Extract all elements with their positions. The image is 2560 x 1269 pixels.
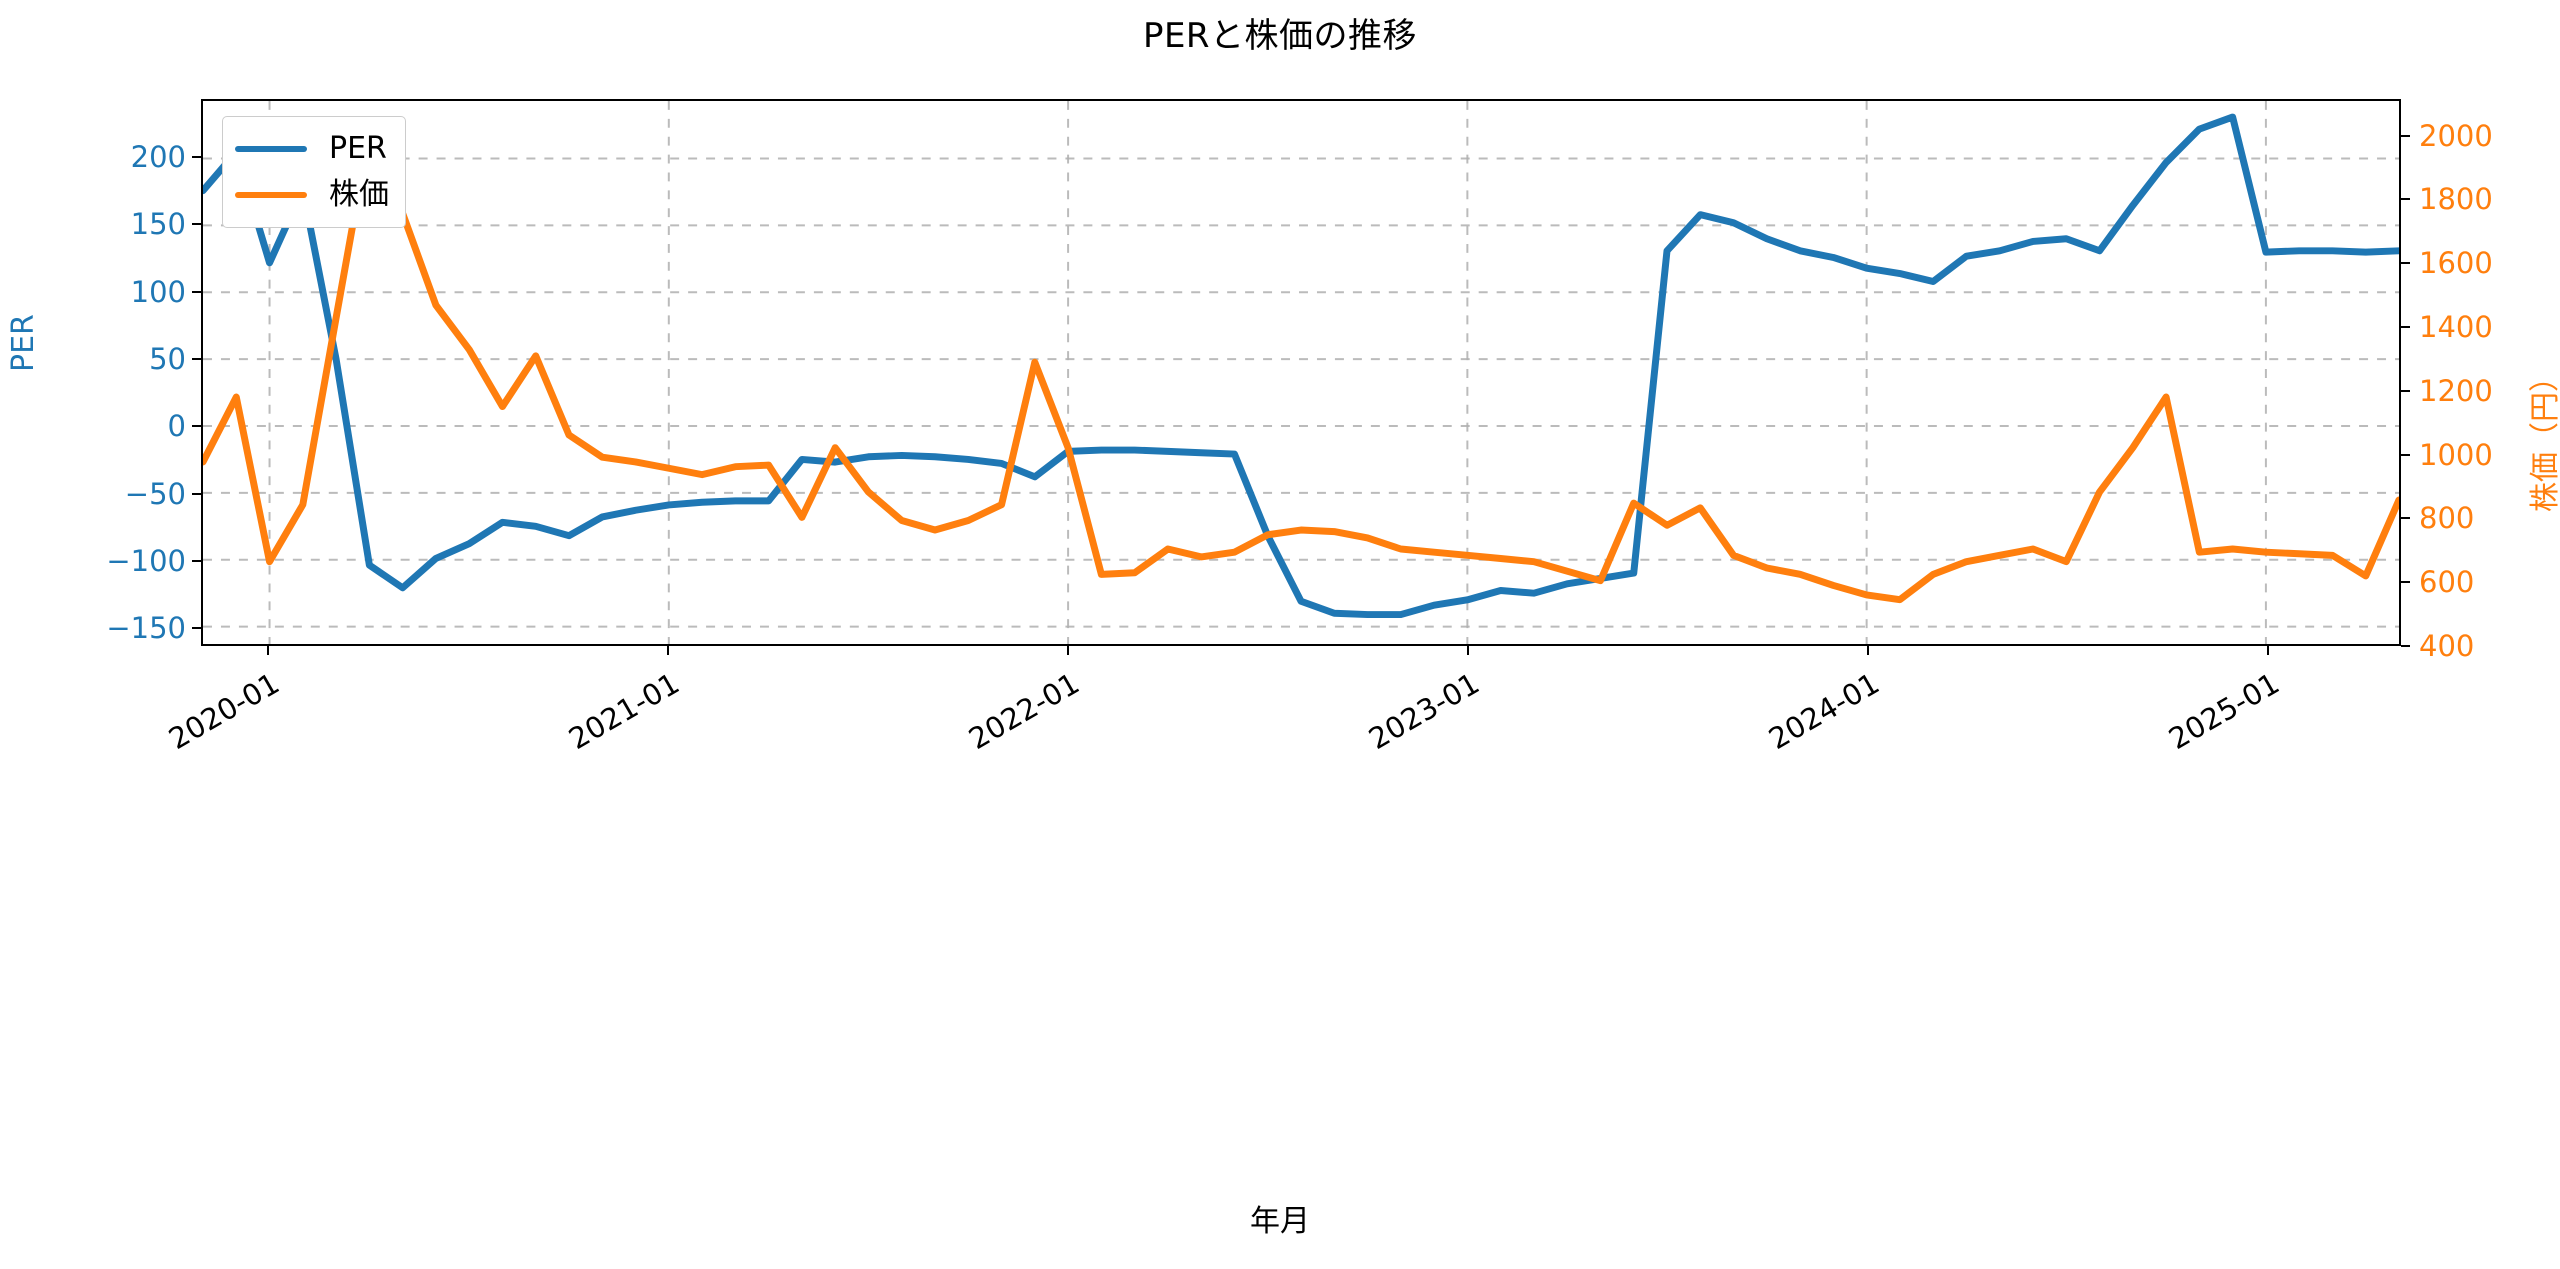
y-axis-right-tick-mark: [2401, 134, 2410, 137]
x-axis-label: 年月: [1250, 1204, 1310, 1239]
y-axis-left-tick-mark: [192, 560, 201, 563]
y-axis-right-tick-label: 1600: [2419, 246, 2493, 281]
x-axis-tick-mark: [1466, 646, 1469, 655]
y-axis-left-tick-mark: [192, 155, 201, 158]
y-axis-right-tick-label: 1400: [2419, 310, 2493, 345]
y-axis-left-tick-label: 200: [130, 139, 186, 174]
y-axis-left-tick-label: −50: [124, 476, 186, 511]
y-axis-right-tick-mark: [2401, 517, 2410, 520]
y-axis-left-tick-label: −100: [106, 544, 186, 579]
y-axis-left-label: PER: [6, 314, 41, 372]
y-axis-right-tick-label: 600: [2419, 565, 2475, 600]
y-axis-left-tick-label: 50: [149, 342, 186, 377]
y-axis-right-tick-label: 1000: [2419, 437, 2493, 472]
legend-label-kabuka: 株価: [329, 177, 389, 212]
y-axis-left-tick-mark: [192, 290, 201, 293]
x-axis-tick-label: 2024-01: [1762, 666, 1885, 757]
y-axis-right-tick-label: 800: [2419, 501, 2475, 536]
y-axis-right-label: 株価（円）: [2528, 362, 2560, 512]
y-axis-right-tick-mark: [2401, 453, 2410, 456]
y-axis-right-tick-mark: [2401, 198, 2410, 201]
y-axis-right-tick-label: 2000: [2419, 118, 2493, 153]
legend-swatch-per: [235, 146, 307, 152]
legend-label-per: PER: [329, 131, 387, 166]
y-axis-left-tick-mark: [192, 425, 201, 428]
x-axis-tick-label: 2025-01: [2162, 666, 2285, 757]
y-axis-left-tick-mark: [192, 627, 201, 630]
y-axis-right-tick-mark: [2401, 389, 2410, 392]
chart-title: PERと株価の推移: [1142, 16, 1418, 56]
plot-area: [201, 99, 2401, 646]
y-axis-right-tick-label: 1200: [2419, 373, 2493, 408]
legend-item-per[interactable]: PER: [235, 126, 389, 172]
x-axis-tick-label: 2021-01: [562, 666, 685, 757]
x-axis-tick-label: 2022-01: [962, 666, 1085, 757]
y-axis-right-tick-label: 400: [2419, 629, 2475, 663]
legend-item-kabuka[interactable]: 株価: [235, 172, 389, 218]
y-axis-left-tick-mark: [192, 358, 201, 361]
y-axis-left-tick-label: −150: [106, 611, 186, 646]
y-axis-left-tick-label: 0: [167, 409, 186, 444]
legend: PER 株価: [222, 116, 406, 228]
data-lines: [203, 113, 2399, 619]
x-axis-tick-label: 2023-01: [1362, 666, 1485, 757]
x-axis-tick-mark: [266, 646, 269, 655]
y-axis-right-tick-mark: [2401, 645, 2410, 647]
y-axis-right-tick-mark: [2401, 262, 2410, 265]
y-axis-left-tick-mark: [192, 492, 201, 495]
y-axis-left-tick-mark: [192, 223, 201, 226]
y-axis-right-tick-mark: [2401, 326, 2410, 329]
legend-swatch-kabuka: [235, 192, 307, 198]
x-axis-tick-mark: [1866, 646, 1869, 655]
y-axis-right-tick-label: 1800: [2419, 182, 2493, 217]
x-axis-tick-mark: [666, 646, 669, 655]
x-axis-tick-mark: [1066, 646, 1069, 655]
y-axis-left-tick-label: 100: [130, 274, 186, 309]
x-axis-tick-label: 2020-01: [162, 666, 285, 757]
x-axis-tick-mark: [2266, 646, 2269, 655]
y-axis-right-tick-mark: [2401, 581, 2410, 584]
y-axis-left-tick-label: 150: [130, 207, 186, 242]
